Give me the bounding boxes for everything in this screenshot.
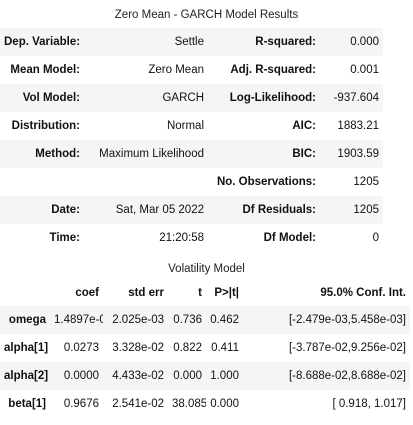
df-residuals-label: Df Residuals: — [208, 196, 320, 224]
vol-model-value: GARCH — [84, 84, 208, 112]
r-squared-value: 0.000 — [320, 28, 383, 56]
distribution-value: Normal — [166, 120, 204, 132]
t-cell: 38.085 — [172, 398, 206, 410]
conf-int-cell: [-8.688e-02,8.688e-02] — [243, 362, 410, 390]
dep-variable-value: Settle — [84, 28, 208, 56]
adj-r-squared-label: Adj. R-squared: — [230, 64, 316, 76]
mean-model-value: Zero Mean — [148, 64, 204, 76]
volatility-model-table: coef std err t P>|t| 95.0% Conf. Int. om… — [0, 280, 410, 418]
method-value: Maximum Likelihood — [84, 140, 208, 168]
r-squared-label: R-squared: — [208, 28, 320, 56]
t-cell: 0.822 — [173, 342, 202, 354]
column-header-t: t — [198, 287, 202, 299]
p-value-cell: 0.462 — [206, 306, 243, 334]
coef-cell: 0.0273 — [63, 342, 99, 354]
table-row: alpha[1] 0.0273 3.328e-02 0.822 0.411 [-… — [0, 334, 410, 362]
param-name: alpha[2] — [0, 362, 50, 390]
aic-label: AIC: — [292, 120, 316, 132]
conf-int-cell: [-3.787e-02,9.256e-02] — [288, 342, 406, 354]
p-value-cell: 0.000 — [210, 398, 239, 410]
time-value: 21:20:58 — [159, 232, 204, 244]
table-row: Time: 21:20:58 Df Model: 0 — [0, 224, 383, 252]
param-name: beta[1] — [8, 398, 46, 410]
table-row: Vol Model: GARCH Log-Likelihood: -937.60… — [0, 84, 383, 112]
adj-r-squared-value: 0.001 — [350, 64, 379, 76]
empty-value — [84, 168, 208, 196]
table-row: Mean Model: Zero Mean Adj. R-squared: 0.… — [0, 56, 383, 84]
column-header-conf-int: 95.0% Conf. Int. — [320, 287, 406, 299]
no-observations-value: 1205 — [353, 176, 379, 188]
conf-int-cell: [-2.479e-03,5.458e-03] — [243, 306, 410, 334]
method-label: Method: — [0, 140, 84, 168]
empty-label — [0, 168, 84, 196]
std-err-cell: 4.433e-02 — [103, 362, 168, 390]
table-row: Date: Sat, Mar 05 2022 Df Residuals: 120… — [0, 196, 383, 224]
no-observations-label: No. Observations: — [216, 176, 316, 188]
t-cell: 0.736 — [168, 306, 206, 334]
log-likelihood-label: Log-Likelihood: — [208, 84, 320, 112]
column-header-name — [0, 280, 50, 306]
table-row: Dep. Variable: Settle R-squared: 0.000 — [0, 28, 383, 56]
param-name: omega — [0, 306, 50, 334]
column-header-std-err: std err — [128, 287, 164, 299]
p-value-cell: 0.411 — [211, 342, 239, 354]
coef-cell: 0.0000 — [50, 362, 103, 390]
coef-cell: 1.4897e-03 — [50, 306, 103, 334]
dep-variable-label: Dep. Variable: — [0, 28, 84, 56]
results-caption: Zero Mean - GARCH Model Results — [114, 9, 299, 21]
vol-model-label: Vol Model: — [0, 84, 84, 112]
model-results-table: Dep. Variable: Settle R-squared: 0.000 M… — [0, 28, 383, 252]
std-err-cell: 2.541e-02 — [112, 398, 164, 410]
column-header-coef: coef — [75, 287, 99, 299]
log-likelihood-value: -937.604 — [320, 84, 383, 112]
df-model-label: Df Model: — [263, 232, 316, 244]
t-cell: 0.000 — [168, 362, 206, 390]
distribution-label: Distribution: — [11, 120, 80, 132]
column-header-p-value: P>|t| — [214, 287, 239, 299]
df-residuals-value: 1205 — [320, 196, 383, 224]
coef-cell: 0.9676 — [63, 398, 99, 410]
table-row: beta[1] 0.9676 2.541e-02 38.085 0.000 [ … — [0, 390, 410, 418]
conf-int-cell: [ 0.918, 1.017] — [332, 398, 406, 410]
aic-value: 1883.21 — [337, 120, 379, 132]
p-value-cell: 1.000 — [206, 362, 243, 390]
time-label: Time: — [49, 232, 80, 244]
table-row: Method: Maximum Likelihood BIC: 1903.59 — [0, 140, 383, 168]
table-row: omega 1.4897e-03 2.025e-03 0.736 0.462 [… — [0, 306, 410, 334]
date-label: Date: — [0, 196, 84, 224]
df-model-value: 0 — [372, 232, 379, 244]
table-row: No. Observations: 1205 — [0, 168, 383, 196]
header-row: coef std err t P>|t| 95.0% Conf. Int. — [0, 280, 410, 306]
date-value: Sat, Mar 05 2022 — [84, 196, 208, 224]
std-err-cell: 2.025e-03 — [103, 306, 168, 334]
mean-model-label: Mean Model: — [10, 64, 80, 76]
table-row: Distribution: Normal AIC: 1883.21 — [0, 112, 383, 140]
param-name: alpha[1] — [4, 342, 49, 354]
volatility-caption: Volatility Model — [168, 263, 245, 275]
table-row: alpha[2] 0.0000 4.433e-02 0.000 1.000 [-… — [0, 362, 410, 390]
std-err-cell: 3.328e-02 — [112, 342, 164, 354]
bic-label: BIC: — [208, 140, 320, 168]
bic-value: 1903.59 — [320, 140, 383, 168]
